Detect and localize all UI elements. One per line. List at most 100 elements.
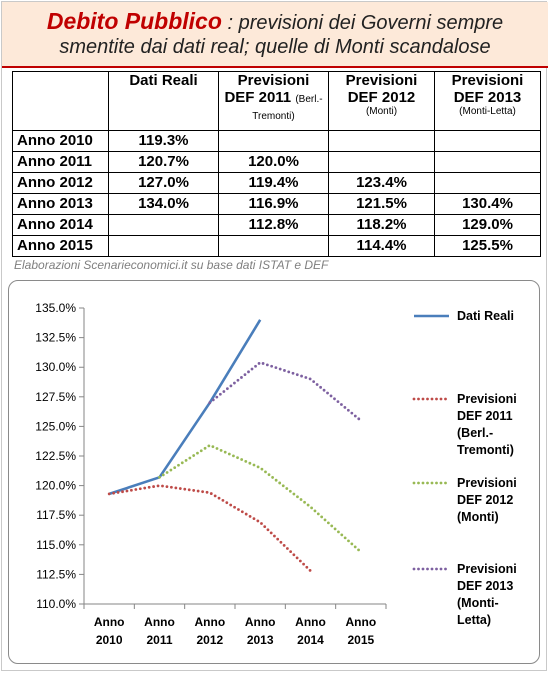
x-tick-label: Anno: [245, 615, 276, 629]
legend-label: Previsioni: [457, 476, 517, 490]
y-tick-label: 135.0%: [35, 301, 76, 315]
x-tick-label: 2015: [347, 633, 374, 647]
table-cell: [108, 214, 219, 236]
series-line: [107, 484, 312, 573]
header-note: (Monti-Letta): [459, 106, 516, 117]
table-cell: 120.7%: [108, 151, 219, 173]
y-tick-label: 117.5%: [36, 508, 76, 522]
table-cell: 123.4%: [328, 172, 435, 194]
legend-label: Letta): [457, 613, 491, 627]
legend-label: DEF 2013: [457, 579, 513, 593]
y-tick-label: 110.0%: [36, 597, 76, 611]
header-note: (Berl.- Tremonti): [252, 94, 323, 122]
y-tick-label: 125.0%: [35, 419, 76, 433]
table-cell: 125.5%: [434, 235, 541, 257]
y-tick-label: 127.5%: [35, 390, 76, 404]
legend-label: Dati Reali: [457, 309, 514, 323]
legend-label: (Monti): [457, 510, 499, 524]
legend-label: DEF 2012: [457, 493, 513, 507]
x-tick-label: 2013: [247, 633, 274, 647]
table-cell: [108, 235, 219, 257]
x-tick-label: Anno: [195, 615, 226, 629]
x-tick-label: 2014: [297, 633, 324, 647]
table-header-cell: Dati Reali: [108, 71, 219, 131]
table-header-cell: Previsioni DEF 2013 (Monti-Letta): [434, 71, 541, 131]
table-cell: 134.0%: [108, 193, 219, 215]
row-label: Anno 2010: [12, 130, 109, 152]
table-cell: 116.9%: [218, 193, 329, 215]
table-cell: [218, 130, 329, 152]
table-cell: [328, 130, 435, 152]
table-cell: [434, 130, 541, 152]
legend-label: (Berl.-: [457, 426, 493, 440]
row-label: Anno 2012: [12, 172, 109, 194]
series-line: [158, 443, 363, 554]
table-cell: 114.4%: [328, 235, 435, 257]
title-line-2: smentite dai dati real; quelle di Monti …: [59, 36, 491, 58]
row-label: Anno 2014: [12, 214, 109, 236]
table-header-cell: Previsioni DEF 2011 (Berl.- Tremonti): [218, 71, 329, 131]
legend-label: DEF 2011: [457, 409, 513, 423]
table-cell: [218, 235, 329, 257]
y-tick-label: 115.0%: [36, 538, 76, 552]
x-tick-label: 2011: [146, 633, 172, 647]
table-row: Anno 2010 119.3%: [12, 130, 541, 152]
table-cell: 130.4%: [434, 193, 541, 215]
table-corner-cell: [12, 71, 109, 131]
table-row: Anno 2015 114.4% 125.5%: [12, 235, 541, 257]
table-cell: 118.2%: [328, 214, 435, 236]
table-cell: 119.4%: [218, 172, 329, 194]
header-note: (Monti): [365, 106, 398, 117]
header-line-1: Previsioni: [451, 72, 524, 89]
table-cell: 119.3%: [108, 130, 219, 152]
row-label: Anno 2013: [12, 193, 109, 215]
row-label: Anno 2011: [12, 151, 109, 173]
header-line-1: Dati Reali: [129, 72, 198, 89]
y-tick-label: 122.5%: [35, 449, 76, 463]
series-line: [208, 361, 363, 422]
table-row: Anno 2013 134.0% 116.9% 121.5% 130.4%: [12, 193, 541, 215]
table-cell: 129.0%: [434, 214, 541, 236]
table-cell: 121.5%: [328, 193, 435, 215]
table-row: Anno 2012 127.0% 119.4% 123.4%: [12, 172, 541, 194]
x-tick-label: Anno: [144, 615, 175, 629]
table-cell: [434, 151, 541, 173]
y-tick-label: 130.0%: [35, 360, 76, 374]
table-cell: 127.0%: [108, 172, 219, 194]
header-line-1: Previsioni: [237, 72, 310, 89]
chart-panel: 110.0% 112.5% 115.0% 117.5% 120.0% 122.5% 125.…: [8, 280, 540, 664]
title-strong: Debito Pubblico: [46, 8, 222, 34]
legend-label: (Monti-: [457, 596, 499, 610]
legend-label: Tremonti): [457, 443, 514, 457]
y-tick-label: 112.5%: [36, 567, 76, 581]
y-tick-label: 120.0%: [35, 479, 76, 493]
line-chart: 110.0% 112.5% 115.0% 117.5% 120.0% 122.5% 125.…: [35, 301, 517, 647]
header-line-1: Previsioni: [345, 72, 418, 89]
y-tick-label: 132.5%: [35, 331, 76, 345]
title-line-1: Debito Pubblico : previsioni dei Governi…: [2, 8, 548, 35]
x-tick-label: Anno: [346, 615, 377, 629]
legend-label: Previsioni: [457, 392, 517, 406]
data-table: Dati Reali Previsioni DEF 2011 (Berl.- T…: [12, 71, 541, 257]
table-header-row: Dati Reali Previsioni DEF 2011 (Berl.- T…: [12, 71, 541, 131]
table-row: Anno 2011 120.7% 120.0%: [12, 151, 541, 173]
source-credit: Elaborazioni Scenarieconomici.it su base…: [14, 258, 329, 272]
x-tick-label: Anno: [295, 615, 326, 629]
header-line-2: DEF 2012: [347, 89, 416, 106]
row-label: Anno 2015: [12, 235, 109, 257]
x-tick-label: 2012: [196, 633, 223, 647]
table-header-cell: Previsioni DEF 2012 (Monti): [328, 71, 435, 131]
legend-label: Previsioni: [457, 562, 517, 576]
title-banner: Debito Pubblico : previsioni dei Governi…: [2, 2, 548, 68]
table-cell: [328, 151, 435, 173]
x-tick-label: 2010: [96, 633, 123, 647]
header-line-2: DEF 2013: [453, 89, 522, 106]
x-tick-label: Anno: [94, 615, 125, 629]
table-row: Anno 2014 112.8% 118.2% 129.0%: [12, 214, 541, 236]
series-line: [108, 319, 262, 496]
title-rest: : previsioni dei Governi sempre: [221, 12, 504, 34]
table-cell: 112.8%: [218, 214, 329, 236]
header-line-2: DEF 2011: [224, 89, 292, 106]
table-cell: [434, 172, 541, 194]
